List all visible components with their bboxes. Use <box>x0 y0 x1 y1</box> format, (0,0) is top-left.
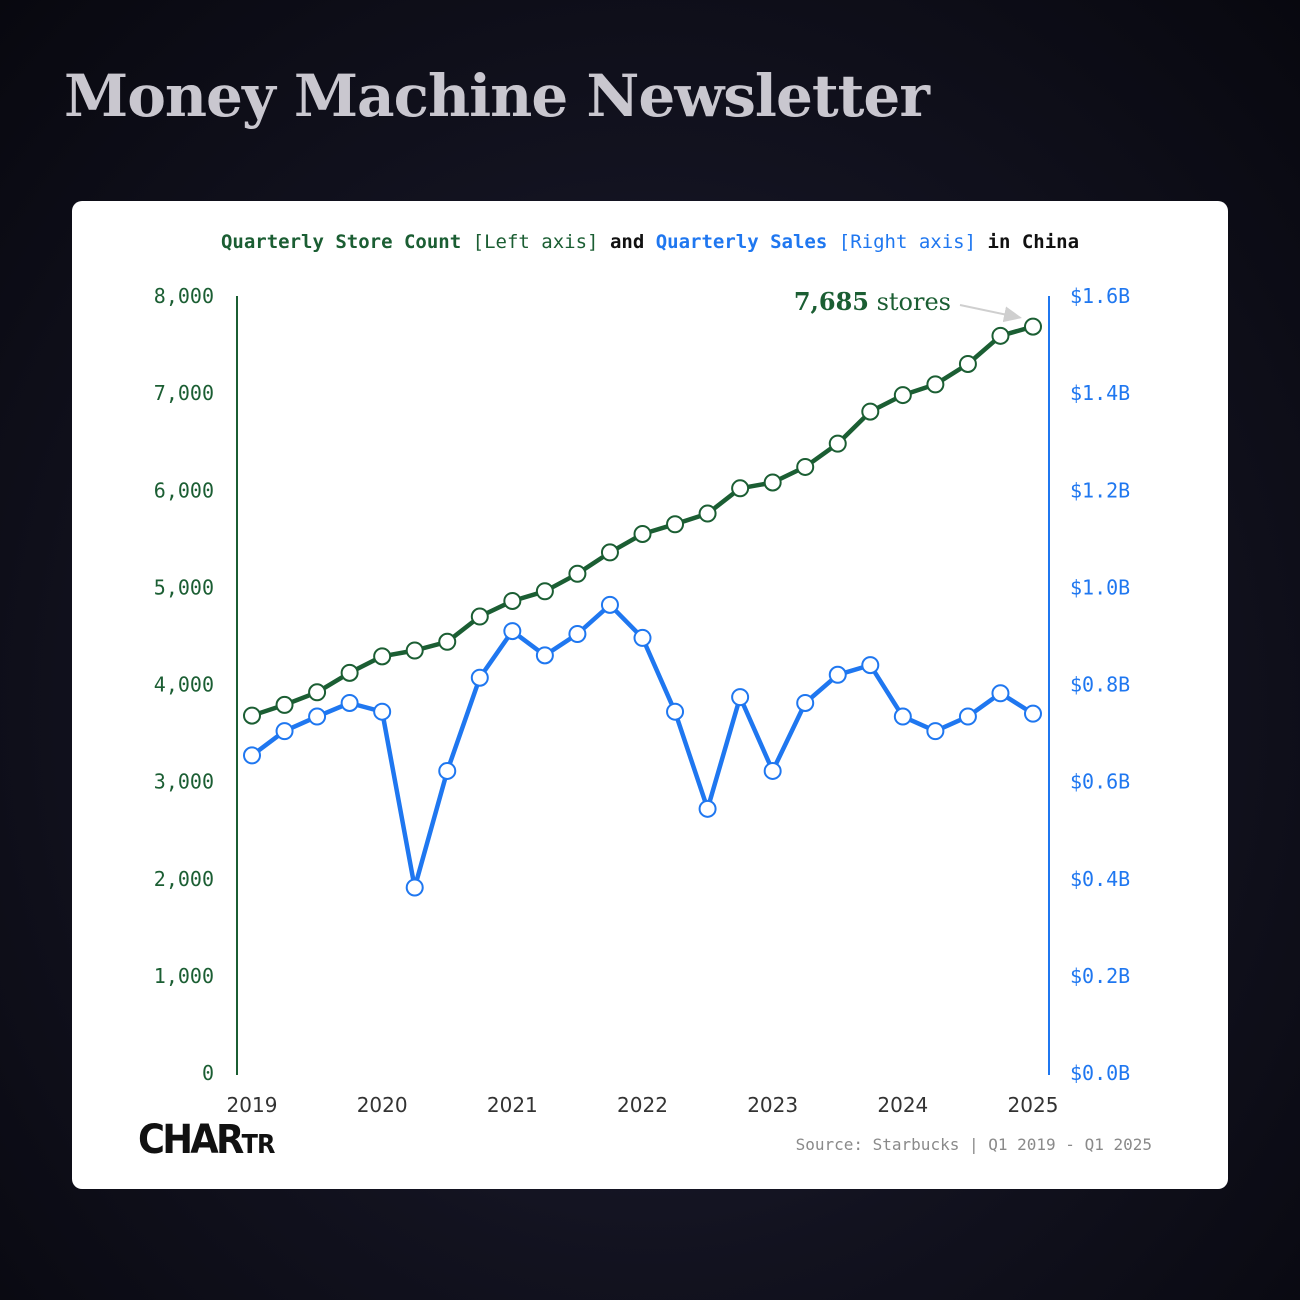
right-axis-tick-label: $1.0B <box>1070 575 1130 599</box>
right-axis-tick-label: $0.0B <box>1070 1061 1130 1085</box>
sales-data-point <box>991 684 1010 703</box>
right-axis-tick-label: $0.4B <box>1070 867 1130 891</box>
sales-data-point <box>405 878 424 897</box>
store-count-data-point <box>796 457 815 476</box>
store-count-data-point <box>438 632 457 651</box>
right-axis-tick-label: $1.4B <box>1070 381 1130 405</box>
store-count-data-point <box>828 434 847 453</box>
left-axis-tick-label: 2,000 <box>154 867 214 891</box>
left-axis-tick-label: 4,000 <box>154 673 214 697</box>
chart-title: Quarterly Store Count [Left axis] and Qu… <box>72 231 1228 253</box>
sales-data-point <box>958 707 977 726</box>
sales-data-point <box>470 668 489 687</box>
right-axis-tick-label: $0.6B <box>1070 770 1130 794</box>
sales-data-point <box>828 665 847 684</box>
sales-data-point <box>438 761 457 780</box>
title-and: and <box>609 231 645 253</box>
sales-data-point <box>763 761 782 780</box>
sales-data-point <box>243 746 261 765</box>
store-count-data-point <box>405 641 424 660</box>
chartr-logo: CHARTR <box>138 1117 276 1163</box>
sales-data-point <box>893 707 912 726</box>
right-axis-tick-label: $1.6B <box>1070 284 1130 308</box>
store-count-data-point <box>243 706 261 725</box>
x-axis-tick-label: 2019 <box>227 1093 278 1117</box>
left-axis-tick-label: 1,000 <box>154 964 214 988</box>
x-axis-tick-label: 2021 <box>487 1093 538 1117</box>
store-count-data-point <box>568 564 587 583</box>
store-count-data-point <box>926 375 945 394</box>
store-count-data-point <box>470 607 489 626</box>
title-store-count: Quarterly Store Count <box>220 231 462 253</box>
store-count-data-point <box>698 504 717 523</box>
store-count-data-point <box>958 354 977 373</box>
store-count-data-point <box>600 543 619 562</box>
sales-series-line <box>250 602 1035 890</box>
store-count-data-point <box>340 663 359 682</box>
title-left-axis-note: [Left axis] <box>472 231 599 253</box>
store-count-annotation: 7,685 stores <box>794 287 951 316</box>
dual-axis-line-chart: 0 1,000 2,000 3,000 4,000 5,000 6,000 7,000 8,00… <box>154 284 1130 1117</box>
sales-data-point <box>600 595 619 614</box>
sales-data-point <box>275 722 294 741</box>
store-count-data-point <box>275 695 294 714</box>
newsletter-title: Money Machine Newsletter <box>64 62 930 130</box>
sales-data-point <box>503 622 522 641</box>
left-axis-tick-label: 3,000 <box>154 770 214 794</box>
chart-card: Quarterly Store Count [Left axis] and Qu… <box>72 201 1228 1189</box>
annotation-arrow <box>959 304 1022 323</box>
sales-data-point <box>308 707 327 726</box>
left-axis-tick-label: 0 <box>202 1061 214 1085</box>
x-axis-tick-label: 2022 <box>617 1093 668 1117</box>
store-count-series-line <box>251 324 1034 718</box>
sales-data-point <box>731 688 750 707</box>
store-count-data-point <box>893 386 912 405</box>
sales-data-point <box>633 628 652 647</box>
x-axis-tick-label: 2025 <box>1008 1093 1059 1117</box>
left-axis-tick-label: 7,000 <box>154 381 214 405</box>
sales-data-point <box>568 624 587 643</box>
title-right-axis-note: [Right axis] <box>838 231 977 253</box>
source-note: Source: Starbucks | Q1 2019 - Q1 2025 <box>795 1135 1152 1154</box>
store-count-data-point <box>763 473 782 492</box>
store-count-data-point <box>1024 317 1042 336</box>
logo-small: TR <box>241 1130 276 1160</box>
store-count-data-point <box>666 515 685 534</box>
store-count-data-point <box>633 524 652 543</box>
right-axis-tick-label: $0.8B <box>1070 673 1130 697</box>
sales-data-point <box>373 702 392 721</box>
sales-data-point <box>861 656 880 675</box>
store-count-data-point <box>535 582 554 601</box>
store-count-data-point <box>731 479 750 498</box>
right-axis-tick-label: $1.2B <box>1070 478 1130 502</box>
left-axis-tick-label: 8,000 <box>154 284 214 308</box>
store-count-data-point <box>991 326 1010 345</box>
sales-data-point <box>698 799 717 818</box>
sales-data-point <box>666 702 685 721</box>
sales-data-point <box>535 646 554 665</box>
x-axis-tick-label: 2023 <box>747 1093 798 1117</box>
sales-data-point <box>340 693 359 712</box>
store-count-data-point <box>308 683 327 702</box>
title-sales: Quarterly Sales <box>655 231 828 253</box>
store-count-data-point <box>503 591 522 610</box>
sales-data-point <box>926 722 945 741</box>
x-axis-tick-label: 2024 <box>877 1093 928 1117</box>
logo-main: CHAR <box>138 1117 244 1163</box>
x-axis-tick-label: 2020 <box>357 1093 408 1117</box>
right-axis-tick-label: $0.2B <box>1070 964 1130 988</box>
store-count-data-point <box>373 647 392 666</box>
title-in-china: in China <box>987 231 1080 253</box>
sales-data-point <box>796 693 815 712</box>
sales-data-point <box>1024 704 1042 723</box>
left-axis-tick-label: 5,000 <box>154 575 214 599</box>
left-axis-tick-label: 6,000 <box>154 478 214 502</box>
store-count-data-point <box>861 402 880 421</box>
